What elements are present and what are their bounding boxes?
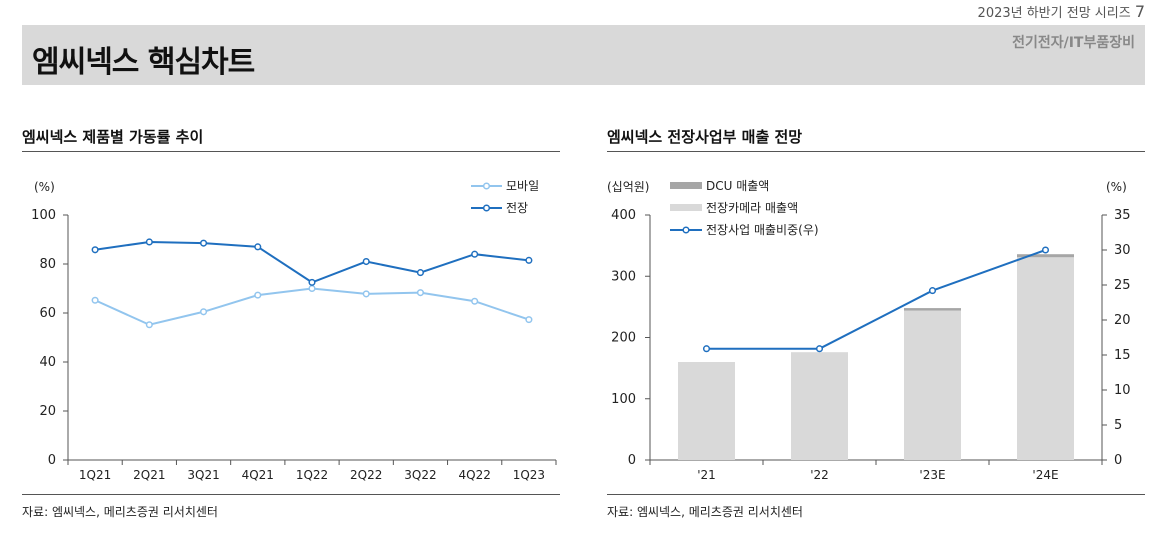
chart1-series-auto-point [254,243,262,251]
page-title: 엠씨넥스 핵심차트 [32,45,255,80]
chart2-ratio-point [702,345,711,353]
chart1-series-auto-point [145,238,153,246]
chart2-legend-camera-swatch [670,204,702,211]
chart2-legend-dcu-swatch [670,182,702,189]
chart1-source: 자료: 엠씨넥스, 메리츠증권 리서치센터 [22,505,218,519]
chart1-series-mobile-point [91,296,99,304]
chart2-bar-camera [904,310,961,460]
chart2-ratio-point [928,287,937,295]
chart1-series-auto-point [416,269,424,277]
chart1-y-tick-label: 20 [39,404,56,419]
page-number: 7 [1134,2,1145,21]
chart2-left-tick-label: 200 [611,331,636,346]
chart1-x-tick-label: 4Q22 [458,468,490,482]
chart1-title: 엠씨넥스 제품별 가동률 추이 [22,128,204,146]
chart1-series-mobile-point [362,290,370,298]
chart1-series-auto-point [91,246,99,254]
chart2-x-tick-label: '24E [1032,468,1058,482]
chart2-bar-camera [678,362,735,460]
chart1-series-auto-point [471,250,479,258]
chart2-ratio-point [1041,246,1050,254]
chart1-x-tick-label: 3Q22 [404,468,436,482]
chart2-legend-camera-label: 전장카메라 매출액 [706,201,798,215]
chart2-source: 자료: 엠씨넥스, 메리츠증권 리서치센터 [607,505,803,519]
sector-label: 전기전자/IT부품장비 [1012,35,1135,51]
chart1-series-mobile-point [254,291,262,299]
chart2-bar-dcu [904,308,961,311]
chart1-series-auto-legend-marker [482,204,491,212]
chart1-y-tick-label: 40 [39,355,56,370]
chart2-left-tick-label: 400 [611,208,636,223]
chart1-series-auto-point [200,239,208,247]
chart1-y-tick-label: 80 [39,257,56,272]
chart1-x-tick-label: 1Q21 [79,468,111,482]
chart2-ratio-line [706,249,1046,350]
series-note-text: 2023년 하반기 전망 시리즈 [977,6,1131,21]
chart2-x-tick-label: '22 [810,468,829,482]
chart2-right-tick-label: 20 [1114,313,1131,328]
chart2-x-tick-label: '21 [697,468,716,482]
chart2-bar-camera [1017,257,1074,460]
chart2-right-tick-label: 30 [1114,243,1131,258]
chart2-title: 엠씨넥스 전장사업부 매출 전망 [607,128,803,146]
chart2-left-unit-label: (십억원) [607,180,649,194]
chart2-x-tick-label: '23E [919,468,945,482]
chart1-series-mobile-point [416,289,424,297]
chart2-right-tick-label: 0 [1114,453,1122,468]
chart1-x-tick-label: 2Q21 [133,468,165,482]
chart1-series-auto-point [525,256,533,264]
chart1-series-mobile-point [525,316,533,324]
chart1-x-tick-label: 1Q23 [513,468,545,482]
chart1-series-mobile-point [471,297,479,305]
chart1-x-tick-label: 2Q22 [350,468,382,482]
chart1-x-tick-label: 4Q21 [242,468,274,482]
chart2-top-rule [607,151,1145,152]
chart1-series-auto-point [308,278,316,286]
chart1-y-tick-label: 0 [48,453,56,468]
chart1-unit-label: (%) [34,180,55,194]
chart1-x-tick-label: 3Q21 [187,468,219,482]
chart1-series-mobile-legend-marker [482,182,491,190]
chart2-right-tick-label: 15 [1114,348,1131,363]
chart2-right-tick-label: 10 [1114,383,1131,398]
chart1-series-mobile-point [200,308,208,316]
chart2-ratio-point [815,345,824,353]
chart2-right-tick-label: 5 [1114,418,1122,433]
chart2-right-tick-label: 25 [1114,278,1131,293]
chart2-legend-ratio-marker [682,226,690,234]
chart2-left-tick-label: 0 [628,453,636,468]
chart2-left-tick-label: 100 [611,392,636,407]
chart1-y-tick-label: 100 [31,208,56,223]
chart2-left-tick-label: 300 [611,269,636,284]
chart2-legend-dcu-label: DCU 매출액 [706,179,769,193]
chart2-right-tick-label: 35 [1114,208,1131,223]
chart1-series-auto-legend-label: 전장 [506,201,528,215]
chart1-series-mobile-legend-label: 모바일 [506,179,539,193]
chart2-legend-ratio-label: 전장사업 매출비중(우) [706,223,819,237]
chart2-right-unit-label: (%) [1106,180,1127,194]
chart1-series-mobile-point [145,321,153,329]
chart2-bottom-rule [607,494,1145,495]
chart2-bar-dcu [1017,254,1074,258]
series-note: 2023년 하반기 전망 시리즈 7 [978,2,1145,21]
chart1-series-auto-point [362,258,370,266]
chart1-bottom-rule [22,494,560,495]
chart1-x-tick-label: 1Q22 [296,468,328,482]
chart1-top-rule [22,151,560,152]
chart2-bar-camera [791,352,848,460]
chart1-y-tick-label: 60 [39,306,56,321]
title-band: 엠씨넥스 핵심차트 전기전자/IT부품장비 [22,25,1145,85]
